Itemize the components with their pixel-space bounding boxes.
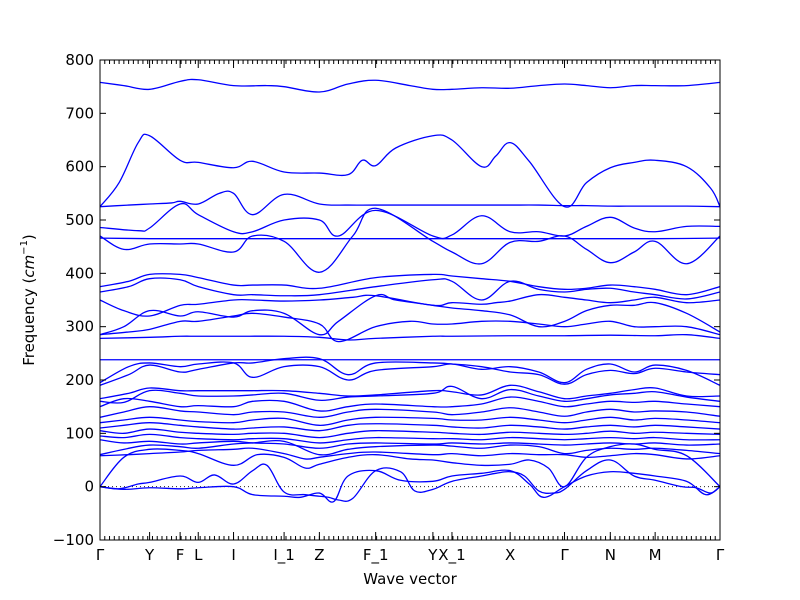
phonon-band-4 [100, 202, 720, 240]
y-tick-label-800: 800 [65, 51, 94, 69]
y-tick-label-300: 300 [65, 318, 94, 336]
x-tick-label-4: I [231, 546, 235, 564]
phonon-band-22 [100, 428, 720, 439]
y-tick-label--100: −100 [53, 531, 94, 549]
x-tick-label-12: N [605, 546, 616, 564]
y-tick-label-100: 100 [65, 424, 94, 442]
x-tick-label-6: Z [314, 546, 324, 564]
x-tick-label-10: X [505, 546, 515, 564]
y-tick-label-400: 400 [65, 264, 94, 282]
y-axis-unit: cm [20, 255, 38, 278]
phonon-band-5 [100, 237, 720, 240]
phonon-band-24 [100, 439, 720, 449]
phonon-band-18 [100, 396, 720, 412]
x-tick-label-14: Γ [716, 546, 725, 564]
x-tick-label-1: Y [144, 546, 155, 564]
plot-frame [99, 59, 721, 541]
y-tick-label-700: 700 [65, 104, 94, 122]
phonon-band-12 [100, 333, 720, 341]
phonon-band-1 [100, 78, 720, 93]
phonon-band-10 [100, 293, 720, 336]
phonon-band-3 [100, 190, 720, 216]
x-tick-label-11: Γ [560, 546, 569, 564]
phonon-band-15 [100, 356, 720, 386]
phonon-band-7 [100, 273, 720, 296]
phonon-band-28 [100, 459, 720, 502]
phonon-band-19 [100, 406, 720, 418]
phonon-band-26 [100, 447, 720, 460]
x-tick-label-7: F_1 [363, 546, 389, 565]
x-tick-label-5: I_1 [273, 546, 294, 565]
x-tick-label-2: F [176, 546, 185, 564]
phonon-band-21 [100, 422, 720, 432]
phonon-band-20 [100, 416, 720, 426]
x-tick-label-3: L [194, 546, 203, 564]
y-axis-label: Frequency (cm−1) [19, 234, 38, 366]
y-tick-label-200: 200 [65, 371, 94, 389]
y-tick-label-500: 500 [65, 211, 94, 229]
phonon-band-29 [100, 469, 720, 503]
x-axis-label: Wave vector [363, 570, 457, 588]
y-tick-label-600: 600 [65, 158, 94, 176]
x-tick-label-8: Y [427, 546, 438, 564]
x-tick-label-0: Γ [96, 546, 105, 564]
x-tick-label-13: M [649, 546, 662, 564]
phonon-band-17 [100, 385, 720, 404]
y-axis-unit-exponent: −1 [19, 240, 30, 255]
phonon-band-16 [100, 384, 720, 400]
y-axis-label-text: Frequency [20, 288, 38, 366]
phonon-band-23 [100, 433, 720, 444]
phonon-band-11 [100, 312, 720, 343]
phonon-band-25 [100, 439, 720, 456]
phonon-band-9 [100, 293, 720, 317]
x-tick-label-9: X_1 [438, 546, 465, 565]
svg-text:Frequency (cm−1): Frequency (cm−1) [19, 234, 38, 366]
phonon-band-8 [100, 277, 720, 301]
phonon-band-14 [100, 361, 720, 386]
phonon-band-2 [100, 133, 720, 208]
y-tick-label-0: 0 [84, 478, 94, 496]
phonon-band-6 [100, 207, 720, 273]
phonon-band-27 [100, 443, 720, 488]
